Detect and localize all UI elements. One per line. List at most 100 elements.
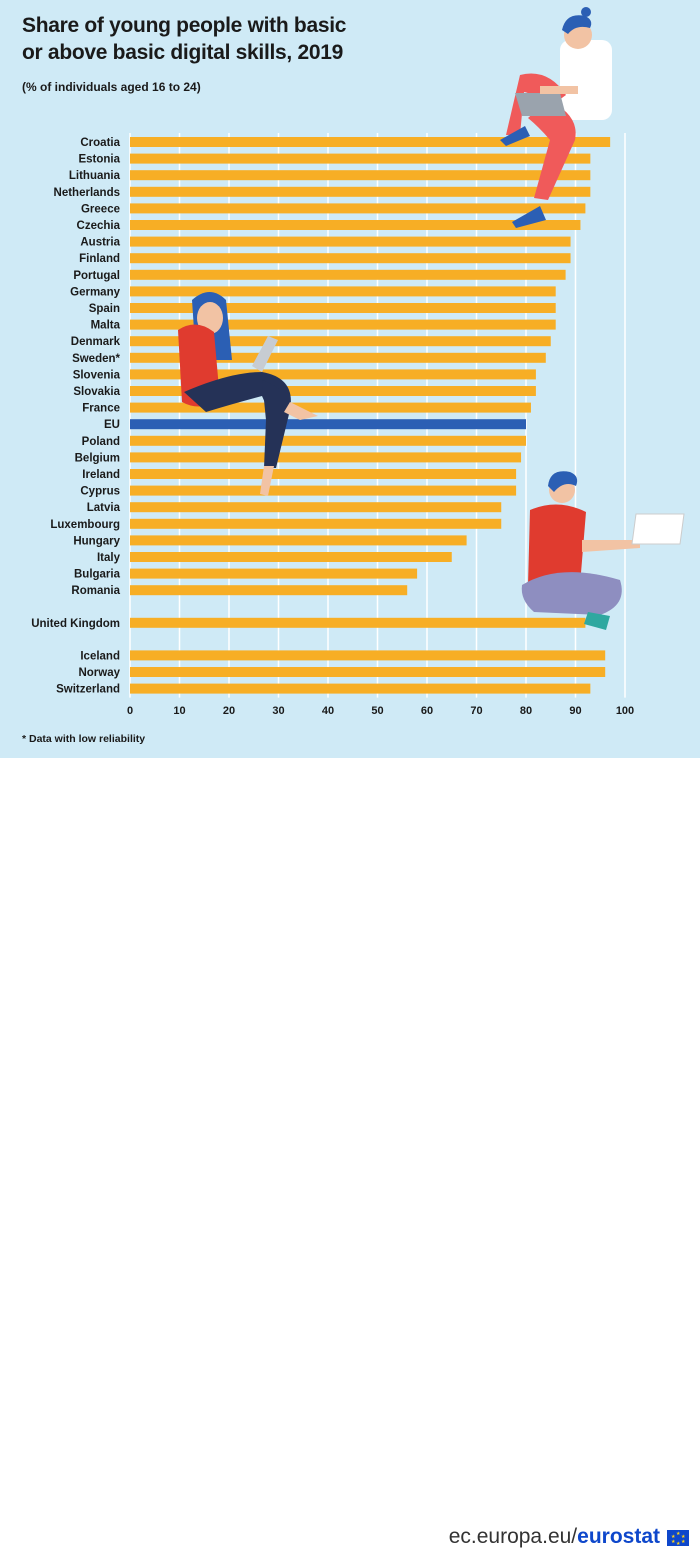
man-laptop [515,93,566,116]
label-switzerland: Switzerland [56,684,120,696]
sitting-man-shirt [528,504,586,585]
label-finland: Finland [79,253,120,265]
label-austria: Austria [80,237,120,249]
bar-austria [130,236,571,247]
bar-spain [130,303,556,313]
bar-united-kingdom [130,617,586,628]
label-poland: Poland [82,436,120,448]
bar-eu [130,419,526,430]
label-ireland: Ireland [82,469,120,481]
woman-face [197,302,223,334]
bar-cyprus [130,485,517,496]
eurostat-brand[interactable]: ec.europa.eu/eurostat [449,1525,660,1549]
label-bulgaria: Bulgaria [74,569,121,581]
tick-label-50: 50 [371,705,383,717]
chart-title: Share of young people with basic or abov… [22,12,442,66]
man-leg-lower [528,100,576,200]
bar-lithuania [130,170,591,181]
label-norway: Norway [78,667,120,679]
label-netherlands: Netherlands [54,187,120,199]
label-denmark: Denmark [71,336,121,348]
label-romania: Romania [71,585,120,597]
woman-laptop [252,336,278,372]
label-spain: Spain [89,303,120,315]
infographic-card: Share of young people with basic or abov… [0,0,700,758]
tick-label-60: 60 [421,705,433,717]
bar-belgium [130,452,522,463]
bar-romania [130,585,408,596]
bar-slovenia [130,369,536,380]
bar-poland [130,435,526,446]
bar-malta [130,319,556,330]
sitting-man-pants [521,572,622,615]
label-belgium: Belgium [75,452,120,464]
man-shoe-2 [512,206,546,228]
bar-czechia [130,220,581,230]
tick-label-70: 70 [470,705,482,717]
bar-france [130,402,531,413]
bar-denmark [130,336,551,347]
label-slovakia: Slovakia [73,386,120,398]
man-shoe-1 [500,126,530,146]
label-eu: EU [104,419,120,431]
man-hair-bun [581,7,591,17]
footnote: * Data with low reliability [22,733,146,745]
woman-foot-2 [260,466,274,496]
sitting-man-shoe [584,612,610,630]
bar-finland [130,253,571,264]
tick-label-90: 90 [569,705,581,717]
bar-germany [130,286,556,297]
label-malta: Malta [91,320,121,332]
label-cyprus: Cyprus [80,486,120,498]
man-shirt [560,40,612,120]
tick-label-40: 40 [322,705,334,717]
chart-subtitle: (% of individuals aged 16 to 24) [22,80,201,94]
bar-ireland [130,469,517,479]
label-slovenia: Slovenia [73,369,121,381]
label-italy: Italy [97,552,121,564]
tick-label-20: 20 [223,705,235,717]
x-axis-ticks: 0 10 20 30 40 50 60 70 80 90 100 [127,705,634,717]
woman-pants-lower [262,380,290,468]
eu-flag-icon: ★ ★ ★ ★ ★ ★ [667,1530,689,1547]
gridlines [129,133,626,698]
label-croatia: Croatia [80,137,120,149]
label-hungary: Hungary [73,535,120,547]
label-portugal: Portugal [73,270,120,282]
footer: ec.europa.eu/eurostat ★ ★ ★ ★ ★ ★ [0,758,700,1548]
bar-switzerland [130,683,591,694]
brand-name: eurostat [577,1525,660,1548]
bar-italy [130,552,452,562]
tick-label-0: 0 [127,705,133,717]
label-estonia: Estonia [78,154,120,166]
sitting-man-arm [582,540,640,552]
label-france: France [82,403,120,415]
bar-slovakia [130,386,536,396]
woman-foot-1 [284,402,318,420]
title-line-1: Share of young people with basic [22,14,347,37]
label-greece: Greece [81,203,120,215]
label-lithuania: Lithuania [69,170,121,182]
sitting-man-laptop [631,513,685,545]
label-iceland: Iceland [80,650,120,662]
label-latvia: Latvia [87,502,121,514]
label-united-kingdom: United Kingdom [31,618,120,630]
bar-chart: Croatia Estonia Lithuania Netherlands Greece… [31,7,685,717]
illustration-sitting-man [521,471,685,630]
label-czechia: Czechia [77,220,121,232]
bar-croatia [130,137,611,147]
bar-latvia [130,502,502,513]
label-luxembourg: Luxembourg [50,519,120,531]
bar-estonia [130,153,591,164]
bar-bulgaria [130,568,418,579]
bar-sweden [130,352,546,363]
bar-norway [130,667,606,677]
illustration-man-laptop [500,7,612,228]
bar-luxembourg [130,518,502,529]
bar-netherlands [130,186,591,197]
bar-iceland [130,650,606,661]
label-germany: Germany [70,286,120,298]
bar-hungary [130,535,467,546]
man-arm [540,86,578,94]
tick-label-10: 10 [173,705,185,717]
